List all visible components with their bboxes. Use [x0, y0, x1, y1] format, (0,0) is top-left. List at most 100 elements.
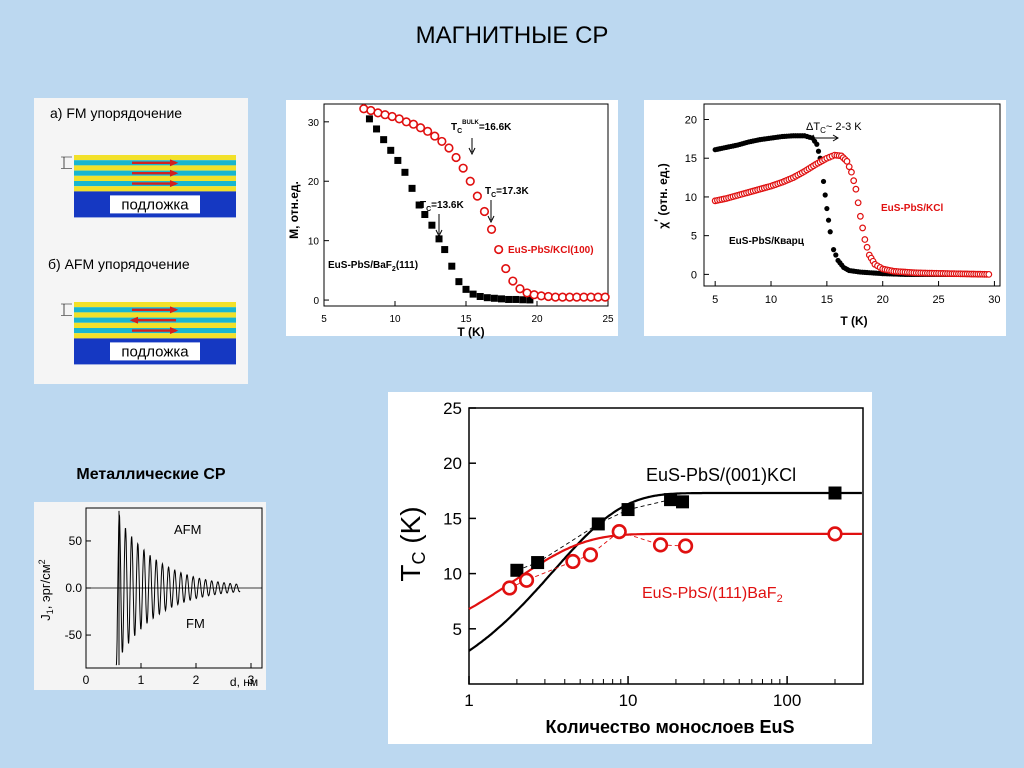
data-point [510, 563, 524, 577]
data-point [677, 538, 694, 554]
arrowhead-tc-baf2 [435, 229, 443, 238]
layers-schematic: а) FM упорядочение подложка б) AFM упоря… [48, 105, 236, 365]
y-tick-label: 20 [685, 114, 697, 126]
y-tick-label: 5 [453, 620, 462, 639]
x-tick-label: 100 [773, 691, 801, 710]
data-point [437, 136, 447, 147]
y-axis-label: J1, эрг/см2 [37, 559, 55, 620]
data-point [476, 292, 484, 300]
data-point [408, 119, 419, 129]
data-point [365, 115, 373, 123]
data-point [486, 224, 497, 234]
data-point [664, 493, 678, 507]
spin-arrowhead [169, 159, 179, 167]
data-point [848, 168, 855, 176]
axes: 5 10 15 20 25 30 0 5 10 15 20 [685, 114, 1001, 306]
data-point [458, 163, 468, 173]
y-axis-label: M, отн.ед. [287, 181, 301, 239]
y-tick-label: 15 [443, 509, 462, 528]
y-tick-label: 20 [443, 454, 462, 473]
data-point [401, 168, 409, 176]
axes: 1 10 100 5 10 15 20 25 [443, 399, 836, 710]
layer-band [74, 155, 236, 161]
data-point [859, 224, 867, 232]
data-point [512, 295, 520, 303]
x-tick-label: 3 [248, 673, 255, 687]
substrate-label: подложка [121, 196, 189, 213]
x-tick-label: 2 [193, 673, 200, 687]
data-point [861, 236, 869, 243]
x-tick-label: 25 [602, 314, 614, 325]
substrate-label-box [110, 342, 200, 361]
plot-frame [468, 407, 864, 685]
series-group [468, 486, 862, 652]
x-axis-label: d, нм [230, 675, 258, 689]
data-point [843, 157, 851, 165]
data-point [652, 537, 669, 553]
data-point [531, 556, 545, 570]
data-point [830, 247, 837, 253]
page-title: МАГНИТНЫЕ СР [415, 22, 609, 49]
data-point [421, 211, 429, 219]
data-point [415, 123, 426, 133]
data-point [854, 199, 862, 207]
substrate-label: подложка [121, 343, 189, 360]
y-tick-label: 0.0 [65, 581, 82, 595]
x-tick-label: 10 [765, 294, 777, 306]
y-tick-label: 0 [313, 296, 319, 307]
data-point [444, 143, 454, 153]
x-tick-label: 20 [877, 294, 889, 306]
spin-arrowhead [169, 180, 179, 188]
y-tick-label: 10 [443, 565, 462, 584]
y-tick-label: 50 [69, 534, 83, 548]
x-tick-label: 20 [531, 314, 543, 325]
y-tick-label: 30 [308, 118, 320, 129]
spin-arrowhead [169, 327, 179, 335]
legend-kcl: EuS-PbS/KCl(100) [508, 245, 594, 256]
data-point [462, 285, 470, 293]
exchange-oscillation-chart: 0 1 2 3 50 0.0 -50 AFM FM d, нм J1, эрг/см2 [37, 507, 263, 689]
data-point [428, 221, 436, 229]
delta-tc-annotation: ΔTC~ 2-3 K [806, 121, 862, 135]
data-point [850, 177, 858, 185]
fm-ordering-label: а) FM упорядочение [50, 105, 182, 121]
spin-arrowhead [129, 316, 139, 324]
layer-band [74, 165, 236, 171]
data-point [423, 126, 433, 136]
data-point [380, 136, 388, 144]
data-point [455, 278, 463, 286]
data-point [394, 156, 402, 164]
data-point [441, 246, 449, 254]
legend-quartz: EuS-PbS/Кварц [729, 236, 805, 247]
data-point [582, 547, 599, 563]
substrate-label-box [110, 195, 200, 214]
layer-band [74, 312, 236, 318]
y-tick-label: 5 [691, 231, 697, 243]
data-point [591, 517, 605, 531]
data-point [465, 176, 475, 186]
data-point [822, 192, 828, 198]
data-point [863, 243, 871, 251]
data-point [820, 178, 827, 185]
layer-band [74, 333, 236, 339]
x-tick-label: 30 [988, 294, 1000, 306]
data-point [518, 572, 535, 588]
y-tick-label: 25 [443, 399, 462, 418]
data-point [827, 526, 843, 542]
data-point [852, 185, 860, 193]
data-point [600, 292, 610, 302]
layers-schematic-panel: а) FM упорядочение подложка б) AFM упоря… [34, 98, 248, 384]
data-point [479, 206, 490, 217]
x-tick-label: 5 [712, 294, 718, 306]
y-axis-label: TC (K) [395, 506, 429, 581]
annotation-tc-baf2: TC=13.6K [420, 200, 464, 213]
data-point [824, 205, 830, 212]
layer-band [74, 175, 236, 181]
data-point [435, 235, 443, 243]
data-point [508, 276, 518, 286]
data-point [505, 295, 513, 303]
x-tick-label: 10 [619, 691, 638, 710]
data-point [483, 294, 491, 302]
plot-frame [703, 103, 1001, 287]
x-tick-label: 1 [138, 673, 145, 687]
